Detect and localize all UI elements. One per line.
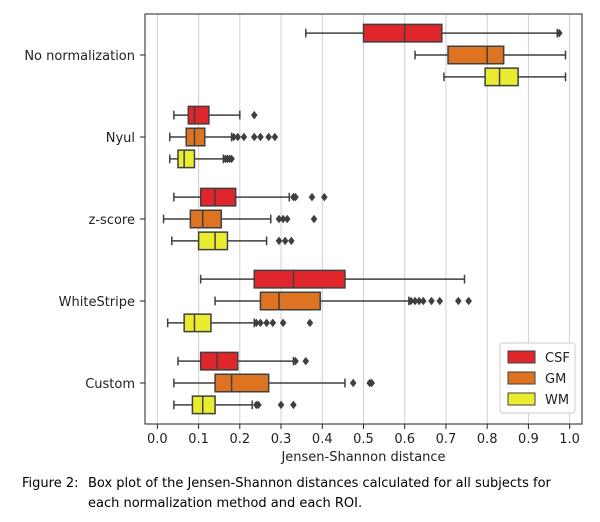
box-gm-2-outlier-1 [279, 214, 287, 224]
box-csf-1-outlier-0 [250, 110, 258, 120]
x-tick-label-10: 1.0 [559, 432, 580, 447]
box-gm-1-outlier-0 [230, 132, 237, 142]
box-plot-chart: 0.0 0.1 0.2 0.3 0.4 0.5 0.6 0.7 0.8 0.9 1.0 Jensen-… [24, 13, 583, 465]
box-gm-3-outlier-1 [411, 296, 419, 306]
box-csf-4-iqr [199, 351, 239, 371]
box-gm-4-iqr [214, 373, 270, 393]
figure-caption: Figure 2: Box plot of the Jensen-Shannon … [22, 474, 592, 514]
legend-swatch-csf [507, 350, 536, 364]
caption-text-2: each normalization method and each ROI. [88, 496, 363, 511]
legend-swatch-gm [507, 371, 536, 385]
box-gm-4-outlier-0 [349, 378, 357, 388]
caption-label: Figure 2: [22, 476, 79, 491]
box-gm-2-outlier-0 [275, 214, 283, 224]
box-gm-3-outlier-7 [465, 296, 472, 306]
x-tick-label-6: 0.6 [394, 432, 415, 447]
box-gm-1-outlier-2 [240, 132, 248, 142]
legend-label-gm: GM [545, 372, 566, 387]
x-tick-label-4: 0.4 [312, 432, 333, 447]
box-wm-0-iqr [484, 67, 519, 87]
box-wm-3-outlier-3 [269, 318, 277, 328]
box-csf-1-iqr [187, 105, 210, 125]
x-axis-label: Jensen-Shannon distance [280, 450, 445, 465]
box-gm-0-iqr [447, 45, 505, 65]
legend-label-wm: WM [545, 393, 569, 408]
box-wm-3-outlier-1 [257, 318, 264, 328]
box-wm-3-outlier-2 [263, 318, 270, 328]
box-gm-1-outlier-3 [250, 132, 258, 142]
box-wm-2-outlier-1 [281, 236, 289, 246]
box-gm-2-iqr [189, 209, 223, 229]
box-csf-2-iqr [199, 187, 237, 207]
caption-text-1: Box plot of the Jensen-Shannon distances… [88, 476, 551, 491]
y-tick-label-3: WhiteStripe [59, 295, 135, 310]
box-gm-1-outlier-5 [265, 132, 272, 142]
box-wm-4-outlier-2 [277, 400, 285, 410]
legend-label-csf: CSF [545, 351, 570, 366]
box-gm-3-outlier-5 [436, 296, 444, 306]
caption-line-1: Figure 2: Box plot of the Jensen-Shannon … [22, 474, 592, 494]
box-wm-2-outlier-0 [275, 236, 283, 246]
legend-swatch-wm [507, 392, 536, 406]
box-wm-4-outlier-3 [290, 400, 297, 410]
y-tick-label-1: Nyul [106, 131, 135, 146]
box-wm-1-outlier-3 [228, 154, 235, 164]
x-tick-label-2: 0.2 [229, 432, 250, 447]
box-wm-4-outlier-1 [255, 400, 262, 410]
box-wm-1-iqr [177, 149, 196, 169]
box-gm-3-outlier-6 [455, 296, 462, 306]
box-csf-3-iqr [253, 269, 346, 289]
box-gm-4-outlier-2 [368, 378, 376, 388]
box-wm-3-outlier-0 [253, 318, 260, 328]
box-gm-1-outlier-4 [257, 132, 264, 142]
x-tick-label-0: 0.0 [147, 432, 168, 447]
y-tick-label-2: z-score [89, 213, 135, 228]
box-gm-1-outlier-1 [234, 132, 242, 142]
box-gm-3-outlier-3 [419, 296, 427, 306]
box-gm-3-iqr [259, 291, 321, 311]
box-gm-3-outlier-2 [415, 296, 423, 306]
box-gm-2-outlier-3 [310, 214, 318, 224]
box-wm-2-outlier-2 [288, 236, 295, 246]
box-wm-3-iqr [183, 313, 212, 333]
x-tick-label-8: 0.8 [477, 432, 498, 447]
x-tick-label-1: 0.1 [188, 432, 209, 447]
box-wm-3-outlier-4 [279, 318, 287, 328]
x-tick-label-5: 0.5 [353, 432, 374, 447]
box-gm-1-iqr [185, 127, 206, 147]
box-gm-2-outlier-2 [283, 214, 291, 224]
x-tick-label-3: 0.3 [271, 432, 292, 447]
box-csf-4-outlier-0 [292, 356, 299, 366]
box-wm-4-iqr [191, 395, 216, 415]
box-gm-3-outlier-4 [428, 296, 435, 306]
box-gm-1-outlier-6 [271, 132, 279, 142]
y-tick-label-0: No normalization [24, 49, 135, 64]
box-gm-3-outlier-0 [407, 296, 415, 306]
box-csf-2-outlier-1 [292, 192, 299, 202]
box-wm-2-iqr [197, 231, 229, 251]
box-csf-0-outlier-0 [556, 28, 563, 38]
y-tick-label-4: Custom [85, 377, 135, 392]
x-tick-label-7: 0.7 [436, 432, 457, 447]
box-csf-2-outlier-3 [321, 192, 328, 202]
x-tick-label-9: 0.9 [518, 432, 539, 447]
box-csf-4-outlier-1 [302, 356, 310, 366]
box-csf-0-iqr [362, 23, 443, 43]
box-wm-3-outlier-5 [306, 318, 314, 328]
box-csf-2-outlier-2 [308, 192, 316, 202]
